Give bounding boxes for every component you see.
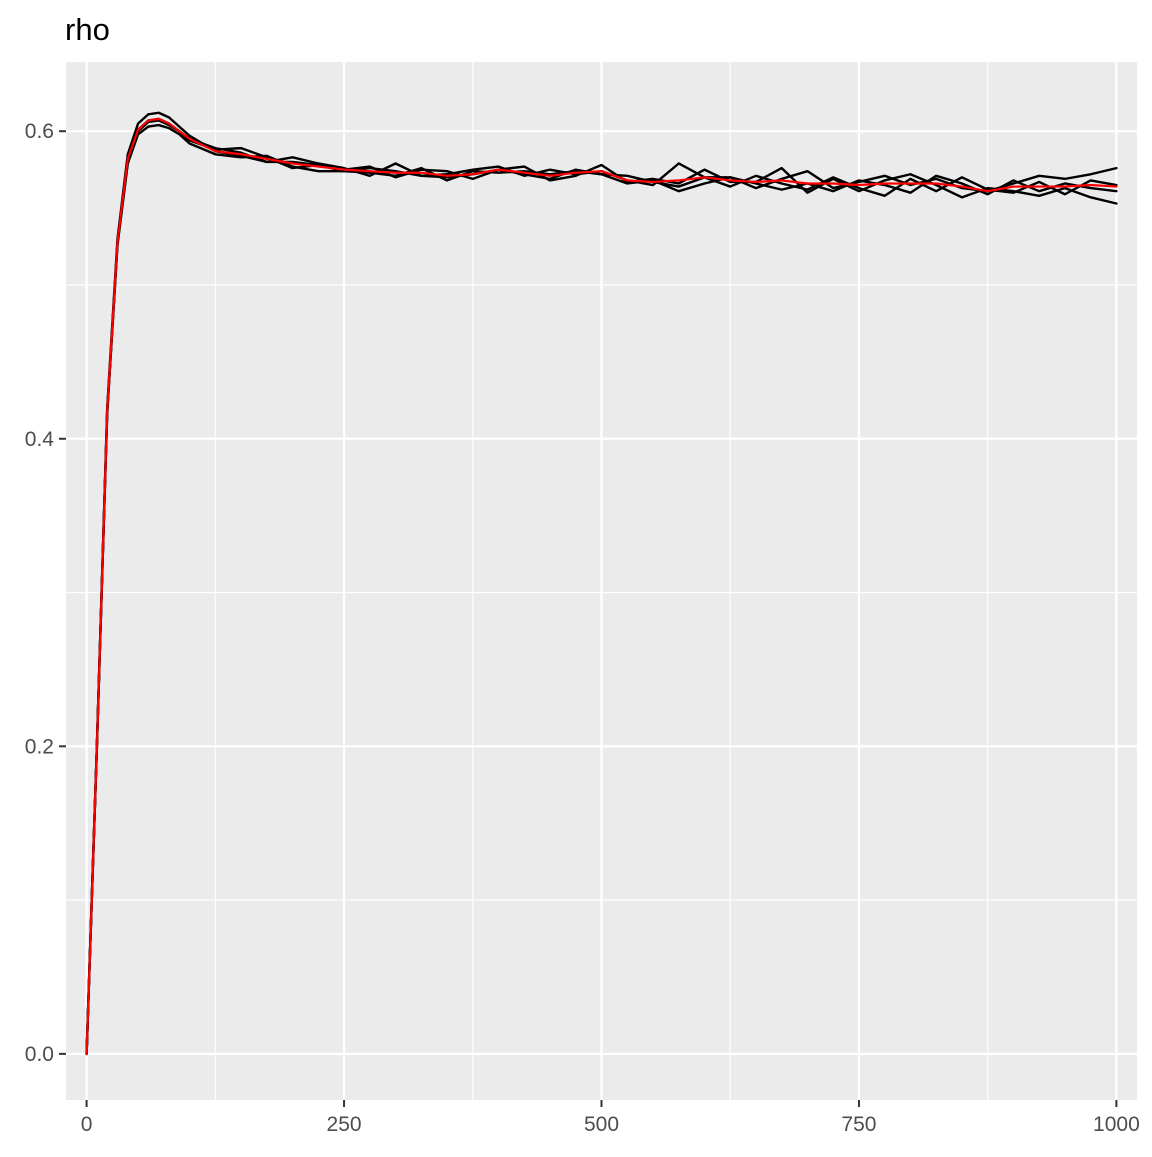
axis-ticks [59,130,1118,1107]
y-tick-label: 0.0 [25,1043,54,1066]
chart-title: rho [65,12,110,47]
x-tick-label: 0 [81,1113,93,1136]
major-gridlines [66,62,1137,1100]
series-layer [85,111,1118,1056]
y-tick-label: 0.6 [25,120,54,143]
x-tick-label: 500 [584,1113,619,1136]
mean-line [85,117,1118,1055]
x-tick-label: 1000 [1093,1113,1140,1136]
chain-line-3 [85,123,1118,1056]
y-tick-label: 0.4 [25,428,55,451]
axis-tick-labels: 0 250 500 750 1000 0.0 0.2 0.4 0.6 [25,120,1140,1136]
x-tick-label: 250 [327,1113,362,1136]
y-tick-label: 0.2 [25,735,54,758]
x-tick-label: 750 [841,1113,876,1136]
